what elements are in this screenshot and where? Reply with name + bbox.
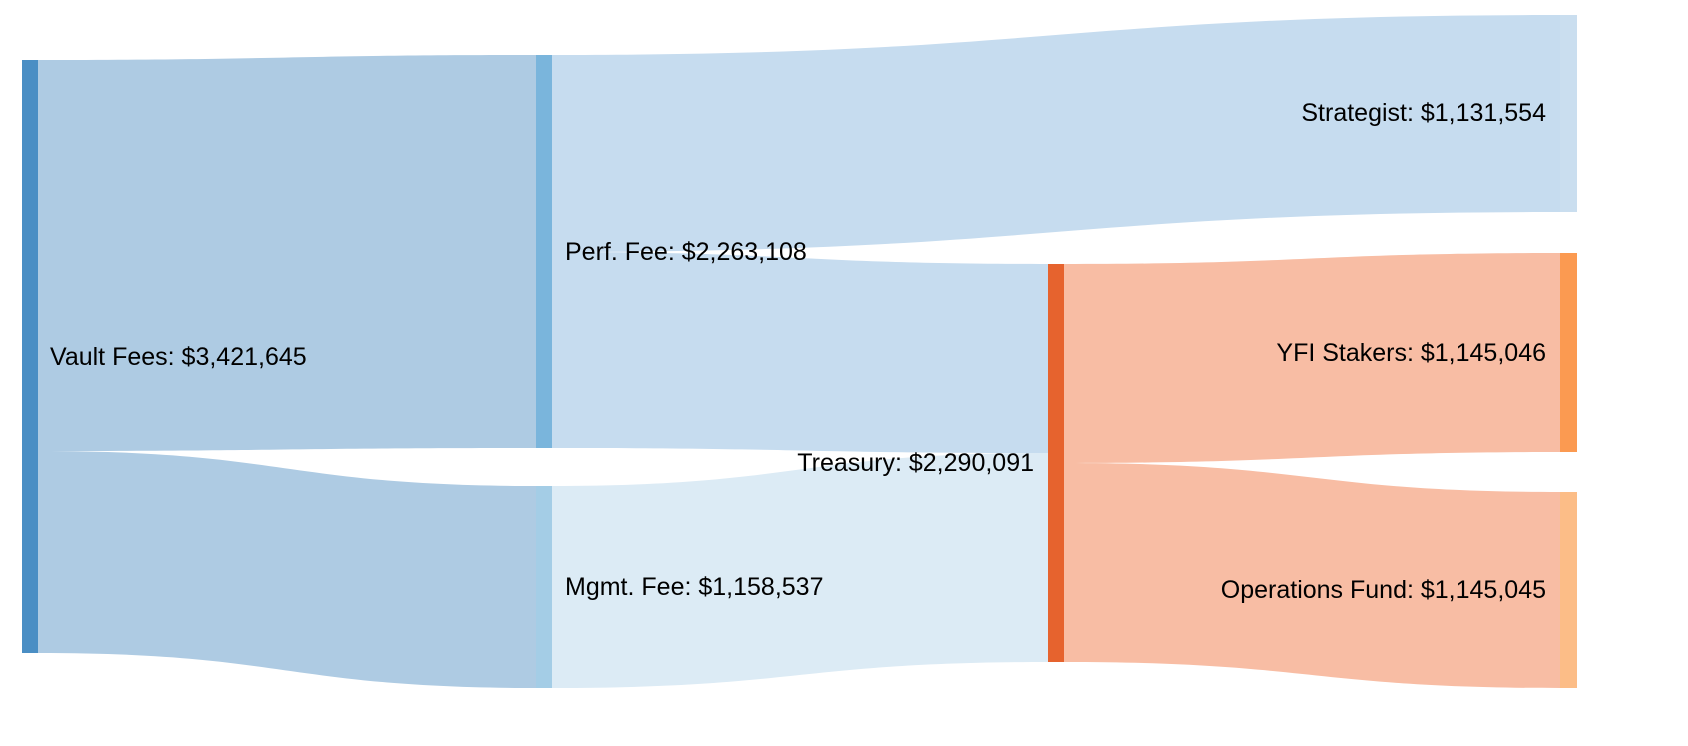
sankey-link-perf-fee-to-treasury[interactable] [552, 252, 1048, 453]
sankey-link-mgmt-fee-to-treasury[interactable] [552, 453, 1048, 688]
sankey-link-vault-fees-to-mgmt-fee[interactable] [38, 451, 536, 688]
sankey-node-strategist[interactable] [1560, 15, 1577, 212]
sankey-link-treasury-to-operations-fund[interactable] [1064, 463, 1560, 688]
node-label-treasury: Treasury: $2,290,091 [797, 449, 1034, 477]
sankey-link-perf-fee-to-strategist[interactable] [552, 15, 1560, 252]
sankey-node-perf-fee[interactable] [536, 55, 552, 448]
sankey-link-treasury-to-yfi-stakers[interactable] [1064, 253, 1560, 463]
sankey-link-vault-fees-to-perf-fee[interactable] [38, 55, 536, 451]
node-label-strategist: Strategist: $1,131,554 [1301, 99, 1546, 127]
sankey-node-mgmt-fee[interactable] [536, 486, 552, 688]
sankey-node-yfi-stakers[interactable] [1560, 253, 1577, 452]
node-label-operations-fund: Operations Fund: $1,145,045 [1221, 576, 1546, 604]
sankey-node-vault-fees[interactable] [22, 60, 38, 653]
node-label-yfi-stakers: YFI Stakers: $1,145,046 [1276, 339, 1546, 367]
node-label-perf-fee: Perf. Fee: $2,263,108 [565, 238, 807, 266]
sankey-node-treasury[interactable] [1048, 264, 1064, 662]
sankey-node-operations-fund[interactable] [1560, 492, 1577, 688]
node-label-mgmt-fee: Mgmt. Fee: $1,158,537 [565, 573, 823, 601]
node-label-vault-fees: Vault Fees: $3,421,645 [50, 343, 307, 371]
